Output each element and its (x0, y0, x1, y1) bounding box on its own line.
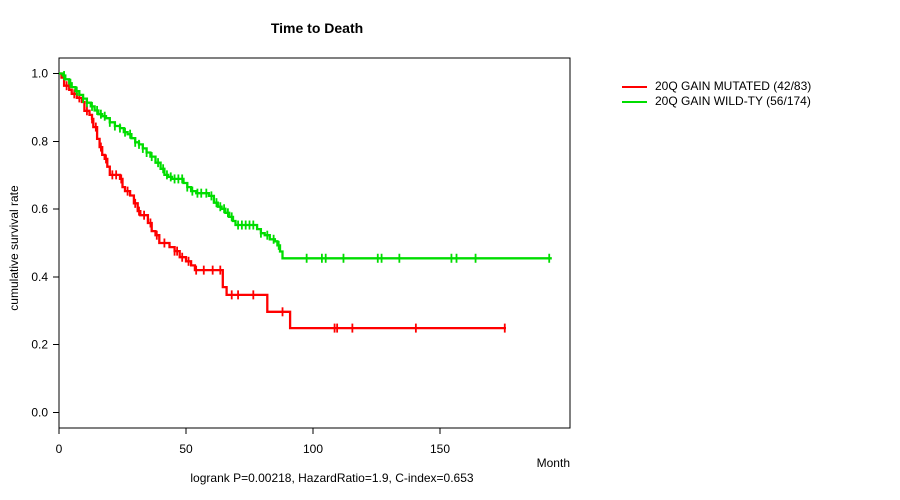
svg-text:0.2: 0.2 (31, 338, 48, 352)
legend-item-wildtype: 20Q GAIN WILD-TY (56/174) (622, 94, 811, 109)
svg-text:150: 150 (430, 442, 450, 456)
legend-line-red-icon (622, 85, 647, 88)
x-axis-label: Month (536, 456, 570, 470)
svg-text:0.6: 0.6 (31, 202, 48, 216)
legend-line-green-icon (622, 100, 647, 103)
svg-text:0.4: 0.4 (31, 270, 48, 284)
svg-text:0.8: 0.8 (31, 134, 48, 148)
svg-text:1.0: 1.0 (31, 67, 48, 81)
stats-caption: logrank P=0.00218, HazardRatio=1.9, C-in… (190, 471, 474, 485)
svg-text:100: 100 (303, 442, 323, 456)
svg-text:50: 50 (179, 442, 193, 456)
svg-text:0.0: 0.0 (31, 406, 48, 420)
y-axis-label: cumulative survival rate (7, 185, 21, 311)
chart-title: Time to Death (270, 20, 364, 36)
svg-text:0: 0 (56, 442, 63, 456)
legend: 20Q GAIN MUTATED (42/83) 20Q GAIN WILD-T… (622, 79, 811, 109)
legend-item-mutated: 20Q GAIN MUTATED (42/83) (622, 79, 811, 94)
legend-label-mutated: 20Q GAIN MUTATED (42/83) (655, 79, 812, 93)
legend-label-wildtype: 20Q GAIN WILD-TY (56/174) (655, 94, 811, 108)
